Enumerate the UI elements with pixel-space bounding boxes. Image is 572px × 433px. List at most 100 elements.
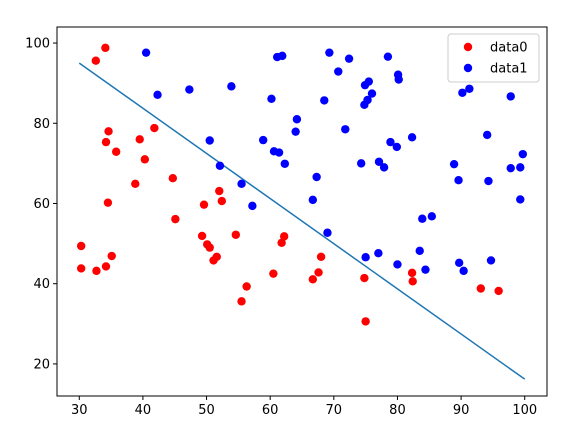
data1-point — [280, 159, 290, 168]
data1-point — [383, 52, 393, 61]
data0-point — [242, 282, 251, 291]
data1-point — [258, 135, 268, 145]
data1-point — [364, 77, 374, 86]
data1-legend-label: data1 — [490, 62, 528, 77]
data1-legend-marker — [463, 63, 473, 73]
data1-point — [325, 48, 334, 57]
data1-point — [465, 84, 474, 93]
data1-point — [506, 92, 515, 101]
data0-point — [316, 252, 326, 262]
data1-point — [459, 266, 468, 276]
data0-point — [217, 196, 227, 206]
data1-point — [274, 148, 284, 157]
data1-point — [356, 159, 366, 168]
data0-point — [277, 238, 286, 247]
data1-point — [248, 201, 257, 211]
y-tick-label: 100 — [25, 37, 50, 52]
x-tick-label: 90 — [453, 403, 470, 418]
data1-point — [427, 212, 437, 221]
data0-point — [101, 43, 110, 53]
data1-point — [367, 89, 377, 98]
data0-point — [101, 262, 111, 271]
data1-point — [215, 161, 225, 170]
data0-point — [360, 273, 369, 283]
data1-point — [392, 142, 402, 152]
data1-point — [415, 246, 424, 256]
data1-point — [386, 137, 395, 147]
data0-point — [199, 200, 209, 209]
axes-frame — [56, 26, 548, 397]
data0-point — [408, 277, 417, 286]
data0-point — [135, 135, 144, 144]
ticks-layer: 30 40 50 60 70 80 90 100 20 40 60 80 100 — [25, 37, 537, 418]
data1-point — [484, 176, 493, 186]
data0-point — [308, 275, 318, 284]
data1-point — [482, 130, 492, 140]
data1-point — [394, 75, 403, 84]
data0-legend-marker — [463, 42, 473, 52]
data1-point — [205, 136, 214, 145]
data1-point — [237, 179, 246, 189]
x-tick-label: 60 — [262, 403, 279, 418]
data0-point — [168, 174, 178, 183]
data1-point — [379, 163, 389, 172]
data1-point — [374, 157, 384, 166]
data0-point — [76, 241, 86, 251]
data1-point — [486, 256, 496, 265]
data0-point — [212, 252, 221, 262]
data1-point — [458, 88, 467, 97]
data1-point — [421, 265, 430, 274]
y-tick-label: 80 — [33, 117, 50, 132]
data0-point — [140, 155, 150, 164]
data0-point — [107, 251, 116, 261]
data1-point — [516, 195, 525, 204]
data1-point — [407, 133, 417, 142]
data0-point — [279, 232, 289, 241]
data0-point — [269, 269, 278, 278]
data0-point — [111, 147, 121, 156]
data1-point — [344, 54, 354, 63]
data0-legend-label: data0 — [490, 41, 528, 56]
data1-point — [323, 228, 332, 237]
data1-point — [320, 96, 329, 105]
data0-point — [104, 127, 113, 136]
data1-point — [506, 163, 515, 173]
y-tick-label: 40 — [33, 277, 50, 292]
data0-point — [91, 56, 101, 65]
data1-point — [227, 82, 236, 91]
data1-point — [141, 48, 151, 57]
data1-point — [153, 90, 162, 99]
data1-point — [516, 163, 525, 172]
data0-point — [494, 286, 503, 296]
data1-point — [454, 258, 464, 268]
data0-point — [92, 266, 101, 276]
data1-point — [393, 260, 402, 269]
data0-point — [215, 186, 224, 196]
x-tick-label: 50 — [198, 403, 215, 418]
data0-point — [314, 268, 323, 277]
data0-point — [361, 317, 370, 326]
x-tick-label: 100 — [512, 403, 537, 418]
data1-point — [374, 249, 383, 258]
data0-point — [407, 268, 417, 278]
data0-point — [101, 137, 111, 147]
legend: data0 data1 — [447, 33, 540, 83]
x-tick-label: 30 — [71, 403, 88, 418]
data1-point — [308, 195, 318, 205]
data0-point — [150, 123, 159, 133]
data0-point — [171, 214, 180, 224]
y-tick-label: 60 — [33, 197, 50, 212]
data1-point — [278, 51, 287, 61]
y-tick-label: 20 — [33, 357, 50, 372]
x-tick-label: 70 — [326, 403, 343, 418]
data1-point — [341, 125, 350, 134]
data1-point — [518, 149, 528, 159]
data1-point — [454, 176, 463, 185]
data1-point — [363, 95, 372, 105]
x-tick-label: 40 — [135, 403, 152, 418]
data1-point — [312, 172, 321, 182]
x-tick-label: 80 — [389, 403, 406, 418]
data0-point — [476, 284, 486, 293]
data0-point — [205, 243, 214, 252]
data0-point — [103, 198, 113, 207]
